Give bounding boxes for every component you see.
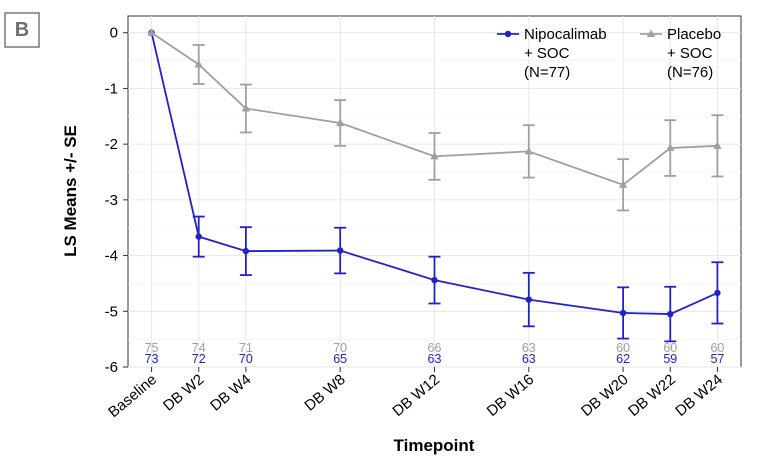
legend-label: Nipocalimab <box>524 26 607 43</box>
legend-key-marker <box>504 30 512 38</box>
n-at-risk-label: 72 <box>192 352 206 366</box>
n-at-risk-label: 60 <box>616 341 630 355</box>
x-tick-label: DB W24 <box>672 371 726 420</box>
legend-label: + SOC <box>667 45 713 62</box>
data-point <box>618 180 628 188</box>
data-point <box>667 310 674 318</box>
legend: Nipocalimab + SOC (N=77) Placebo + SOC (N=76) <box>497 26 721 81</box>
n-at-risk-label: 59 <box>663 352 677 366</box>
n-at-risk-label: 74 <box>192 341 206 355</box>
y-tick-label: -1 <box>105 80 118 97</box>
data-point <box>430 151 439 160</box>
n-at-risk-label: 70 <box>239 352 253 366</box>
data-point <box>195 233 202 240</box>
data-point <box>241 103 251 112</box>
n-at-risk-label: 65 <box>333 352 347 366</box>
data-point <box>713 141 722 149</box>
data-point <box>242 247 250 255</box>
x-tick-label: DB W12 <box>389 371 443 420</box>
x-tick-label: Baseline <box>105 371 160 421</box>
x-tick-label: DB W20 <box>578 371 632 420</box>
y-tick-label: -4 <box>105 248 118 265</box>
data-point <box>335 118 345 126</box>
y-tick-label: -6 <box>105 359 118 376</box>
n-at-risk-label: 71 <box>239 341 253 355</box>
placebo-series <box>147 28 724 212</box>
data-point <box>431 276 438 284</box>
x-tick-label: DB W22 <box>625 371 679 420</box>
n-at-risk-label: 63 <box>522 341 536 355</box>
n-at-risk-label: 63 <box>428 352 442 366</box>
n-at-risk-label: 75 <box>145 341 159 355</box>
series <box>147 28 724 343</box>
data-point <box>147 28 156 36</box>
y-tick-label: -3 <box>105 192 118 209</box>
x-tick-label: DB W2 <box>160 371 207 415</box>
data-point <box>714 289 721 297</box>
n-at-risk-label: 60 <box>710 341 724 355</box>
n-at-risk-label: 70 <box>333 341 347 355</box>
x-tick-label: DB W8 <box>301 371 348 415</box>
y-tick-label: -5 <box>105 303 118 320</box>
legend-label: (N=76) <box>667 64 713 81</box>
x-tick-label: DB W4 <box>207 371 254 415</box>
legend-item-nipocalimab: Nipocalimab + SOC (N=77) <box>497 26 607 81</box>
legend-label: Placebo <box>667 26 721 43</box>
n-at-risk-label: 57 <box>710 352 724 366</box>
n-at-risk-label: 66 <box>428 341 442 355</box>
data-point <box>666 143 675 152</box>
data-point <box>336 247 344 254</box>
nipocalimab-series <box>148 29 724 343</box>
legend-label: (N=77) <box>524 64 570 81</box>
y-tick-label: 0 <box>110 25 118 42</box>
n-at-risk-label: 60 <box>663 341 677 355</box>
y-axis-label: LS Means +/- SE <box>61 125 80 257</box>
legend-label: + SOC <box>524 45 570 62</box>
panel-label: B <box>4 12 40 48</box>
legend-key-marker <box>646 29 656 37</box>
data-point <box>524 146 534 155</box>
data-point <box>194 59 203 68</box>
y-tick-label: -2 <box>105 136 118 153</box>
n-at-risk-label: 63 <box>522 352 536 366</box>
x-tick-label: DB W16 <box>484 371 538 420</box>
data-point <box>525 296 533 303</box>
n-at-risk-label: 73 <box>145 352 159 366</box>
n-at-risk-label: 62 <box>616 352 630 366</box>
data-point <box>619 309 627 317</box>
x-axis-label: Timepoint <box>394 436 475 455</box>
legend-item-placebo: Placebo + SOC (N=76) <box>640 26 721 81</box>
